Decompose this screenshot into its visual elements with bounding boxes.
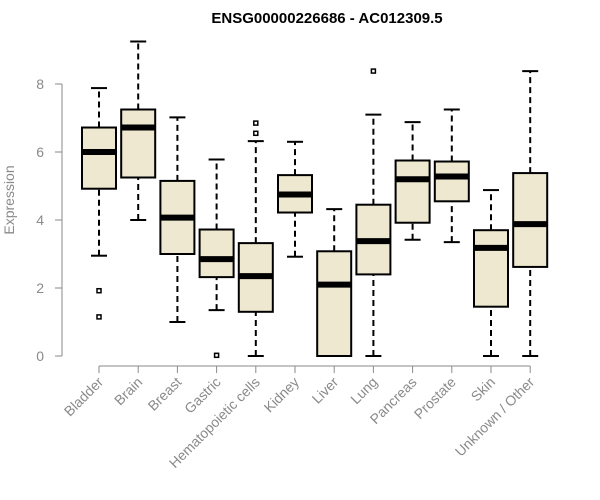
y-tick-label: 8: [36, 76, 44, 92]
box-prostate: [433, 108, 470, 244]
x-category-label: Bladder: [61, 374, 107, 420]
box-pancreas: [394, 121, 431, 241]
x-category-label: Brain: [111, 374, 145, 408]
chart-title: ENSG00000226686 - AC012309.5: [211, 10, 442, 27]
outlier-point: [96, 287, 102, 294]
iqr-box: [316, 250, 353, 357]
iqr-box: [394, 159, 431, 224]
iqr-box: [473, 229, 509, 308]
box-breast: [159, 116, 196, 323]
x-category-label: Skin: [468, 374, 499, 405]
y-tick-label: 6: [36, 144, 44, 160]
iqr-box: [120, 108, 157, 179]
box-gastric: [198, 158, 235, 359]
box-lung: [355, 68, 392, 357]
outlier-point: [370, 68, 377, 74]
y-tick-label: 4: [36, 212, 44, 228]
x-category-label: Lung: [347, 374, 380, 407]
iqr-box: [433, 160, 470, 203]
y-tick-label: 2: [36, 280, 44, 296]
iqr-box: [81, 126, 117, 190]
box-kidney: [277, 140, 313, 258]
box-series: [81, 40, 549, 359]
box-skin: [473, 189, 509, 357]
y-tick-label: 0: [36, 348, 44, 364]
box-unknown-other: [512, 70, 549, 357]
box-liver: [316, 208, 353, 357]
y-axis-label: Expression: [1, 165, 17, 234]
iqr-box: [198, 228, 235, 279]
y-axis: 0 2 4 6 8: [36, 76, 63, 364]
box-brain: [120, 40, 157, 221]
x-category-label: Kidney: [261, 374, 303, 416]
outlier-point: [96, 314, 102, 320]
outlier-point: [213, 352, 220, 359]
x-category-label: Liver: [309, 374, 342, 407]
outlier-point: [253, 130, 259, 137]
box-bladder: [81, 87, 117, 320]
box-hematopoietic-cells: [237, 120, 274, 357]
iqr-box: [512, 172, 549, 268]
x-category-label: Breast: [145, 374, 185, 414]
outlier-point: [253, 120, 259, 126]
x-category-label: Prostate: [411, 374, 459, 422]
